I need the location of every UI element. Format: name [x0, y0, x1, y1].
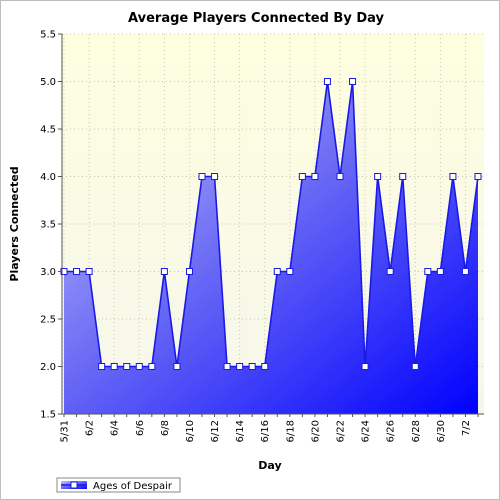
- chart-title: Average Players Connected By Day: [128, 11, 384, 26]
- y-tick-label: 2.5: [40, 315, 56, 326]
- x-tick-label: 6/30: [436, 420, 447, 442]
- data-point: [361, 363, 369, 370]
- data-point: [424, 268, 432, 275]
- data-point: [223, 363, 231, 370]
- y-tick-label: 4.0: [40, 172, 56, 183]
- x-tick-label: 6/12: [210, 420, 221, 442]
- data-point: [349, 78, 357, 85]
- x-tick-label: 6/16: [260, 420, 271, 442]
- data-point: [261, 363, 269, 370]
- data-point: [449, 173, 457, 180]
- data-point: [160, 268, 168, 275]
- x-axis-ticks: 5/31 6/2 6/4 6/6 6/8 6/10 6/12 6/14 6/16 6/18 6/20…: [60, 414, 479, 442]
- series-area: [64, 81, 478, 414]
- y-tick-label: 3.0: [40, 267, 56, 278]
- data-point: [148, 363, 156, 370]
- x-tick-label: 5/31: [60, 420, 71, 442]
- data-point: [474, 173, 482, 180]
- y-axis-label: Players Connected: [8, 166, 21, 281]
- x-tick-label: 6/14: [235, 420, 246, 442]
- data-point: [461, 268, 469, 275]
- x-tick-label: 6/10: [185, 420, 196, 442]
- x-tick-label: 6/6: [135, 420, 146, 436]
- data-point: [411, 363, 419, 370]
- data-point: [98, 363, 106, 370]
- data-point: [336, 173, 344, 180]
- x-tick-label: 6/22: [336, 420, 347, 442]
- y-tick-label: 4.5: [40, 125, 56, 136]
- data-point: [135, 363, 143, 370]
- x-tick-label: 6/24: [361, 420, 372, 442]
- x-tick-label: 6/4: [110, 420, 121, 436]
- data-point: [386, 268, 394, 275]
- data-point: [211, 173, 219, 180]
- data-point: [323, 78, 331, 85]
- y-tick-label: 1.5: [40, 410, 56, 421]
- data-point: [311, 173, 319, 180]
- data-point: [85, 268, 93, 275]
- data-point: [399, 173, 407, 180]
- data-point: [123, 363, 131, 370]
- x-tick-label: 7/2: [461, 420, 472, 436]
- legend: Ages of Despair: [56, 477, 181, 493]
- x-tick-label: 6/28: [411, 420, 422, 442]
- data-point: [198, 173, 206, 180]
- y-tick-label: 5.0: [40, 77, 56, 88]
- legend-box: [56, 477, 181, 493]
- data-point: [273, 268, 281, 275]
- data-point: [286, 268, 294, 275]
- data-point: [173, 363, 181, 370]
- legend-label: Ages of Despair: [93, 481, 173, 492]
- x-axis-label: Day: [258, 459, 281, 472]
- data-point: [185, 268, 193, 275]
- x-tick-label: 6/18: [285, 420, 296, 442]
- legend-marker: [70, 481, 78, 489]
- x-tick-label: 6/8: [160, 420, 171, 436]
- data-point: [73, 268, 81, 275]
- series-line: [64, 81, 479, 368]
- data-point: [248, 363, 256, 370]
- y-axis-ticks: 1.5 2.0 2.5 3.0 3.5 4.0 4.5 5.0 5.5: [40, 30, 62, 421]
- data-point: [436, 268, 444, 275]
- x-tick-label: 6/26: [386, 420, 397, 442]
- data-point: [236, 363, 244, 370]
- x-tick-label: 6/20: [310, 420, 321, 442]
- data-point: [374, 173, 382, 180]
- x-tick-label: 6/2: [85, 420, 96, 436]
- y-tick-label: 3.5: [40, 220, 56, 231]
- data-point: [110, 363, 118, 370]
- data-point: [298, 173, 306, 180]
- series-markers: [60, 78, 482, 370]
- y-tick-label: 2.0: [40, 362, 56, 373]
- y-tick-label: 5.5: [40, 30, 56, 41]
